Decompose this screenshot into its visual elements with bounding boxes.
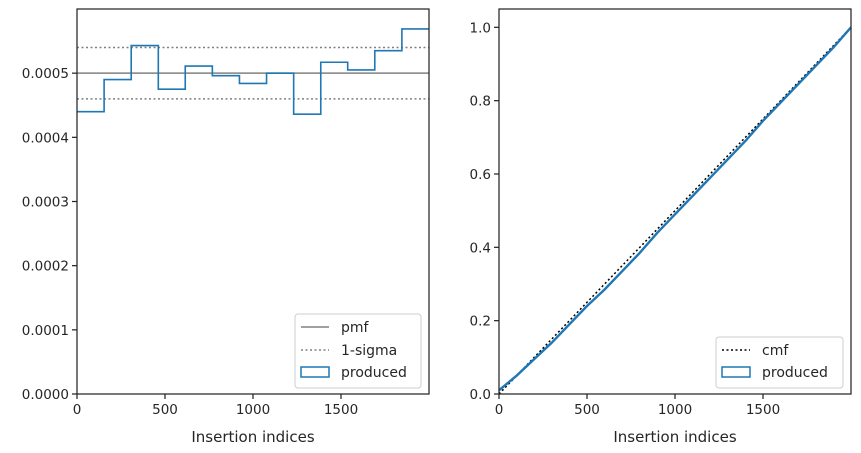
legend-label-cmf: cmf — [762, 343, 789, 359]
left-x-tick-label: 1000 — [236, 402, 270, 418]
right-y-tick-label: 0.4 — [470, 240, 491, 256]
right-x-tick-label: 500 — [574, 402, 600, 418]
left-chart-marks — [77, 28, 429, 116]
left-x-tick-label: 1500 — [324, 402, 358, 418]
right-legend: cmf produced — [715, 336, 844, 389]
left-x-axis-label: Insertion indices — [191, 428, 314, 446]
right-axis-ticks: 0 500 1000 1500 0.0 0.2 0.4 0.6 0.8 1.0 — [470, 20, 781, 418]
left-y-tick-label: 0.0000 — [22, 387, 69, 403]
left-y-tick-label: 0.0004 — [22, 130, 69, 146]
right-y-tick-label: 1.0 — [470, 20, 491, 36]
left-legend: pmf 1-sigma produced — [294, 313, 422, 389]
legend-swatch-produced — [300, 366, 330, 378]
right-chart-marks — [498, 26, 852, 395]
right-y-tick-label: 0.8 — [470, 94, 491, 110]
right-x-axis-label: Insertion indices — [613, 428, 736, 446]
left-y-tick-label: 0.0001 — [22, 323, 69, 339]
right-y-tick-label: 0.0 — [470, 387, 491, 403]
right-chart-panel: 0 500 1000 1500 0.0 0.2 0.4 0.6 0.8 1.0 Insertion… — [470, 8, 852, 446]
left-x-tick-label: 500 — [152, 402, 178, 418]
left-chart-panel: 0 500 1000 1500 0.0000 0.0001 0.0002 0.0003 0.00… — [22, 8, 430, 446]
cmf-line — [498, 26, 852, 395]
left-y-tick-label: 0.0005 — [22, 66, 69, 82]
right-x-tick-label: 0 — [495, 402, 504, 418]
left-y-tick-label: 0.0002 — [22, 259, 69, 275]
right-y-tick-label: 0.6 — [470, 167, 491, 183]
right-axes-frame — [498, 8, 852, 395]
legend-label-produced: produced — [341, 365, 407, 381]
right-y-tick-label: 0.2 — [470, 314, 491, 330]
right-x-tick-label: 1000 — [658, 402, 692, 418]
right-legend-box — [715, 336, 844, 389]
legend-label-produced-right: produced — [762, 365, 828, 381]
legend-label-pmf: pmf — [341, 320, 370, 336]
legend-swatch-produced-right — [721, 366, 751, 378]
legend-label-1-sigma: 1-sigma — [341, 343, 397, 359]
produced-histogram-step — [77, 28, 429, 116]
left-x-tick-label: 0 — [73, 402, 82, 418]
produced-cumulative-line — [498, 26, 852, 392]
left-y-tick-label: 0.0003 — [22, 195, 69, 211]
left-legend-box — [294, 313, 422, 389]
right-x-tick-label: 1500 — [746, 402, 780, 418]
left-axis-ticks: 0 500 1000 1500 0.0000 0.0001 0.0002 0.0003 0.00… — [22, 66, 358, 418]
